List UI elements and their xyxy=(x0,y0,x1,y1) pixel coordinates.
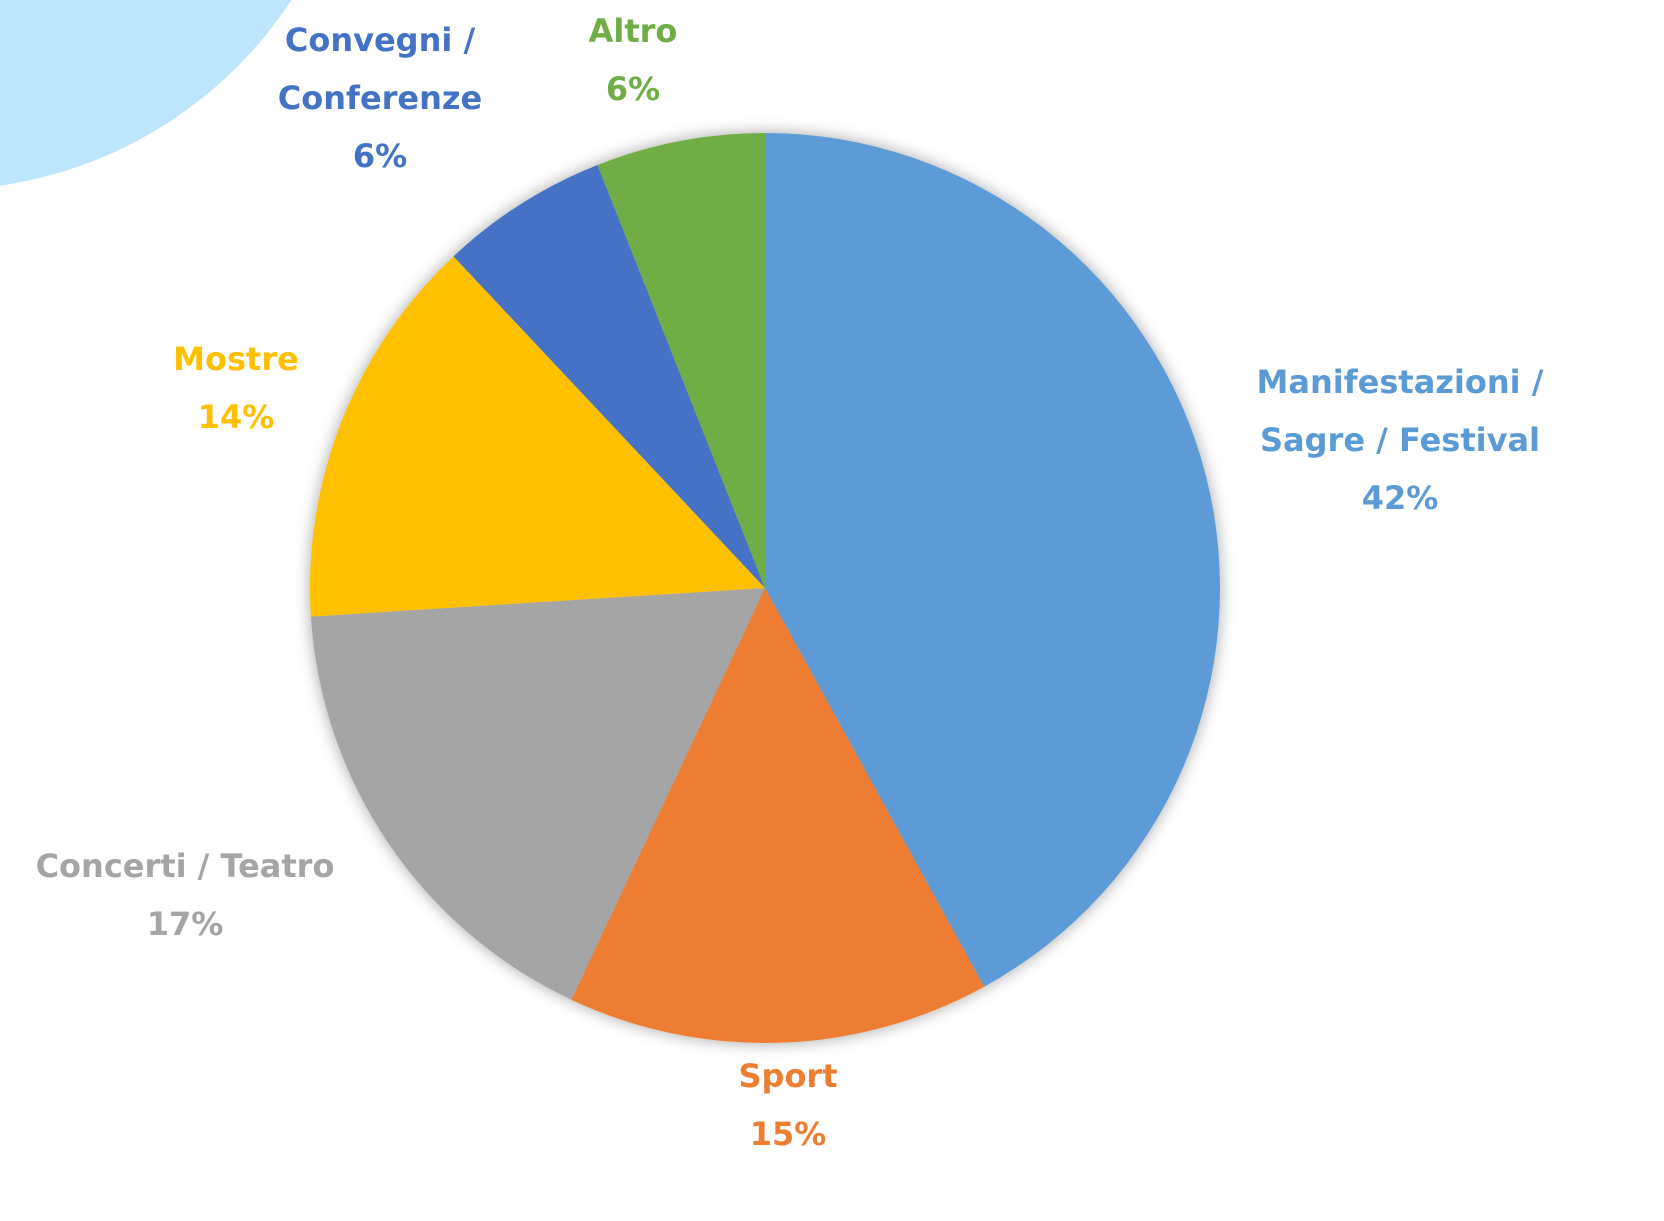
pie-slice xyxy=(571,588,985,1043)
data-label: Manifestazioni / Sagre / Festival 42% xyxy=(1235,353,1565,527)
pie xyxy=(310,133,1221,1043)
slice-value: 6% xyxy=(605,70,661,108)
data-label: Altro 6% xyxy=(533,2,733,118)
slice-name: Convegni / Conferenze xyxy=(277,21,483,117)
slice-name: Sport xyxy=(738,1057,838,1095)
slice-value: 42% xyxy=(1361,479,1439,517)
slice-value: 17% xyxy=(146,905,224,943)
decoration xyxy=(0,0,292,186)
pie-slice xyxy=(310,588,765,1000)
pie-slice xyxy=(310,256,765,617)
data-label: Mostre 14% xyxy=(86,330,386,446)
pie-slice xyxy=(597,133,765,588)
slice-value: 6% xyxy=(352,137,408,175)
slice-name: Concerti / Teatro xyxy=(35,847,335,885)
data-label: Sport 15% xyxy=(638,1047,938,1163)
slice-name: Mostre xyxy=(173,340,299,378)
data-label: Convegni / Conferenze 6% xyxy=(260,11,500,185)
slice-name: Altro xyxy=(588,12,678,50)
slice-value: 14% xyxy=(197,398,275,436)
pie-slice xyxy=(765,133,1221,987)
slice-name: Manifestazioni / Sagre / Festival xyxy=(1256,363,1544,459)
data-label: Concerti / Teatro 17% xyxy=(36,837,335,953)
slice-value: 15% xyxy=(749,1115,827,1153)
pie-slice xyxy=(453,164,765,588)
